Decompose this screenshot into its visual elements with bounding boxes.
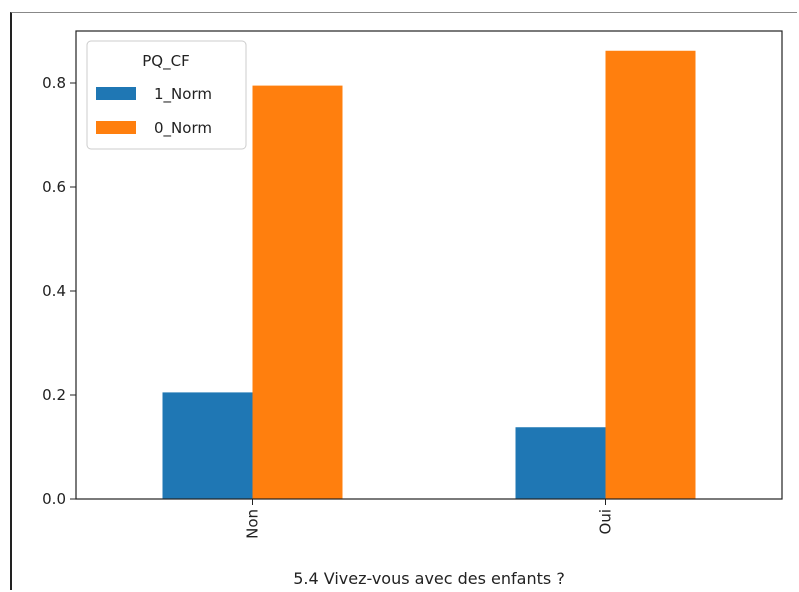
x-axis-label: 5.4 Vivez-vous avec des enfants ? bbox=[293, 569, 565, 588]
y-tick-label: 0.4 bbox=[42, 282, 66, 300]
x-tick-label: Oui bbox=[597, 509, 615, 534]
y-tick-label: 0.8 bbox=[42, 74, 66, 92]
y-tick-label: 0.2 bbox=[42, 386, 66, 404]
bar-1_Norm-Oui bbox=[515, 427, 606, 499]
y-axis-ticks: 0.0 0.2 0.4 0.6 0.8 bbox=[42, 74, 76, 508]
bar-1_Norm-Non bbox=[162, 392, 253, 499]
bar-0_Norm-Oui bbox=[605, 50, 696, 499]
y-tick-label: 0.0 bbox=[42, 490, 66, 508]
bars-group bbox=[162, 50, 696, 499]
x-axis-ticks: Non Oui bbox=[244, 499, 615, 539]
plot-area-border bbox=[75, 30, 783, 500]
legend-swatch-series-2 bbox=[96, 121, 136, 134]
legend-title: PQ_CF bbox=[142, 52, 189, 71]
legend-swatch-series-1 bbox=[96, 87, 136, 100]
figure-frame bbox=[10, 12, 797, 590]
x-tick-label: Non bbox=[244, 509, 262, 539]
legend: PQ_CF 1_Norm 0_Norm bbox=[86, 40, 247, 150]
y-tick-label: 0.6 bbox=[42, 178, 66, 196]
legend-label-series-2: 0_Norm bbox=[154, 119, 212, 138]
legend-label-series-1: 1_Norm bbox=[154, 85, 212, 104]
bar-0_Norm-Non bbox=[252, 85, 343, 499]
